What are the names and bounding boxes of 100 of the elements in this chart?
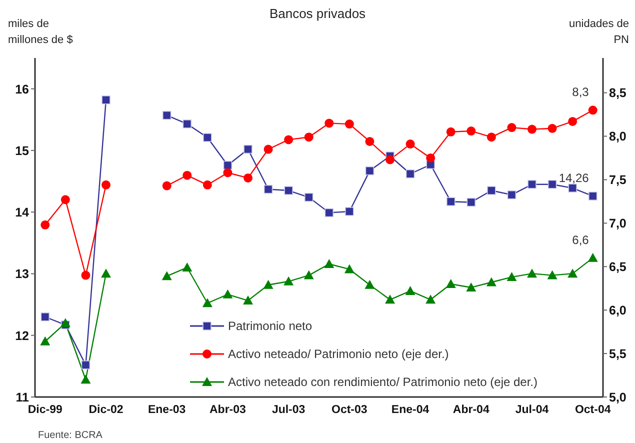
legend-label: Activo neteado con rendimiento/ Patrimonio neto (eje der.) <box>228 375 538 389</box>
point <box>345 207 354 216</box>
y-tick-label: 14 <box>15 206 30 220</box>
point <box>588 252 598 262</box>
point <box>568 268 578 278</box>
point <box>466 198 476 207</box>
point <box>507 190 516 200</box>
point <box>244 144 252 154</box>
point <box>446 279 456 288</box>
point <box>102 180 110 190</box>
point <box>182 170 192 180</box>
x-tick-label: Abr-03 <box>209 404 246 416</box>
point <box>264 184 273 194</box>
y-tick-label: 13 <box>15 267 30 282</box>
point <box>446 127 456 136</box>
y-axis-title: miles de millones de $ <box>8 17 74 48</box>
x-tick-label: Oct-03 <box>332 404 368 416</box>
point <box>365 166 374 176</box>
x-tick-label: Oct-04 <box>574 404 612 416</box>
point <box>528 180 536 189</box>
point <box>486 277 496 286</box>
point <box>406 140 415 149</box>
point <box>406 169 415 178</box>
x-tick-label: Ene-03 <box>148 404 186 416</box>
point <box>284 186 293 195</box>
x-tick-label: Dic-99 <box>28 404 62 416</box>
point <box>487 186 496 195</box>
point <box>324 208 334 218</box>
y2-tick-label: 7,0 <box>609 216 626 231</box>
point <box>222 289 233 298</box>
point <box>548 124 557 133</box>
point <box>528 124 536 134</box>
point <box>426 294 436 304</box>
point <box>568 116 578 126</box>
point <box>162 181 172 190</box>
source-note: Fuente: BCRA <box>38 430 102 441</box>
point <box>244 173 252 182</box>
point <box>81 360 90 370</box>
x-tick-label: Jul-04 <box>515 404 550 416</box>
point <box>80 374 91 384</box>
legend-label: Patrimonio neto <box>228 319 312 333</box>
y2-tick-label: 8,5 <box>609 86 626 100</box>
x-tick-label: Ene-04 <box>391 404 430 416</box>
point <box>385 294 395 304</box>
y2-tick-label: 6,5 <box>609 260 626 274</box>
point <box>364 280 375 289</box>
point <box>223 168 232 178</box>
point <box>101 268 111 278</box>
point <box>547 270 558 280</box>
point <box>284 276 294 286</box>
point <box>60 195 70 204</box>
point <box>102 96 110 104</box>
point <box>486 132 496 142</box>
point <box>202 298 212 308</box>
y2-tick-label: 5,5 <box>609 346 626 361</box>
y-tick-label: 16 <box>15 82 30 96</box>
point <box>243 296 253 305</box>
point <box>506 272 517 282</box>
y2-tick-label: 8,0 <box>609 130 626 144</box>
legend-label: Activo neteado/ Patrimonio neto (eje der.) <box>228 347 449 361</box>
y2-tick-label: 5,0 <box>609 390 626 404</box>
y-tick-label: 15 <box>15 144 30 158</box>
point <box>588 192 598 200</box>
point <box>466 126 476 136</box>
point <box>446 197 456 206</box>
point <box>40 220 50 230</box>
point <box>81 270 90 280</box>
data-label: 8,3 <box>572 85 590 100</box>
point <box>40 336 50 346</box>
point <box>466 282 476 292</box>
point <box>527 268 537 278</box>
point <box>182 262 192 272</box>
data-label: 14,26 <box>558 171 590 186</box>
x-tick-label: Jul-03 <box>272 404 306 416</box>
y-tick-label: 11 <box>16 390 30 404</box>
y2-axis-title: unidades de PN <box>568 17 629 48</box>
point <box>324 118 334 128</box>
point <box>405 286 416 295</box>
point <box>304 192 314 202</box>
point <box>386 155 394 164</box>
y2-tick-label: 6,0 <box>609 304 626 318</box>
x-tick-label: Dic-02 <box>88 404 124 416</box>
point <box>284 135 294 144</box>
point <box>344 120 354 129</box>
chart-title: Bancos privados <box>269 6 366 21</box>
y2-tick-label: 7,5 <box>609 173 626 188</box>
point <box>304 132 314 142</box>
point <box>203 133 212 142</box>
point <box>304 270 314 280</box>
point <box>202 180 212 190</box>
x-tick-label: Abr-04 <box>452 404 490 416</box>
point <box>182 120 192 128</box>
point <box>588 106 598 115</box>
point <box>344 264 354 274</box>
point <box>264 144 273 154</box>
point <box>40 312 50 322</box>
point <box>568 184 577 192</box>
point <box>507 123 516 132</box>
point <box>162 271 172 280</box>
point <box>324 259 334 268</box>
